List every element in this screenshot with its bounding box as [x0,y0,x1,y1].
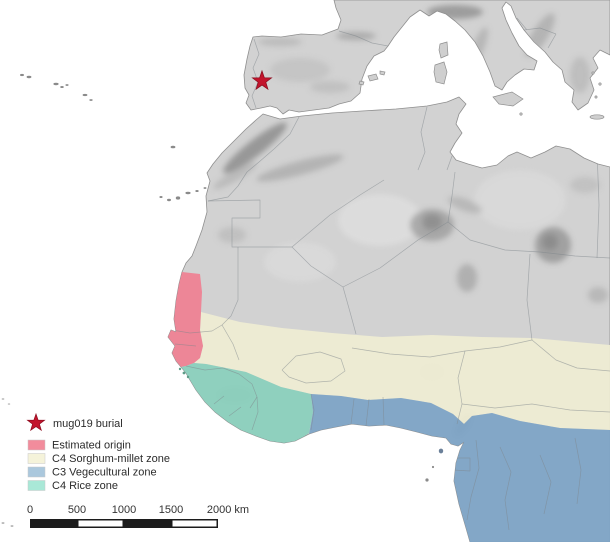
legend-label-sorghum-millet: C4 Sorghum-millet zone [52,453,170,465]
island-canaries [175,196,181,200]
zone-sorghum-millet [194,312,610,430]
island-menorca [379,70,386,76]
island-azores [60,86,64,88]
mediterranean-islands [358,41,605,120]
island-malta [519,112,523,116]
island-canaries [185,191,191,195]
islet [186,375,190,379]
zone-vegecultural [309,394,610,542]
scale-tick-1500: 1500 [159,504,183,516]
scale-bar-track [30,519,218,528]
island-azores [65,84,69,86]
legend-label-burial: mug019 burial [53,418,123,430]
island-azores [26,75,32,79]
legend-swatch-rice [27,480,46,491]
island-cyclades [598,82,602,86]
island-azores [20,73,24,77]
island-canaries [167,198,171,202]
island-cape-verde [7,403,11,405]
island-corsica [438,41,449,59]
island-azores [53,82,59,86]
island-cape-verde [1,398,5,400]
island-speck [10,525,14,527]
island-sardinia [433,61,448,85]
island-canaries [195,190,199,192]
islet [178,367,182,371]
zone-estimated-origin [168,272,203,367]
legend-swatch-estimated-origin [27,439,46,451]
scale-tick-1000: 1000 [112,504,136,516]
island-madeira [170,145,176,149]
island-principe [431,465,435,469]
island-mallorca [367,73,379,82]
island-crete [589,114,605,120]
legend-swatch-sorghum-millet [27,453,46,464]
island-canaries [159,196,163,198]
atlantic-islands [1,73,435,527]
scale-tick-0: 0 [27,504,33,516]
scale-bar: 0 500 1000 1500 2000 km [27,504,249,528]
scale-tick-500: 500 [68,504,86,516]
scale-tick-2000km: 2000 km [207,504,249,516]
zone-layer [168,272,610,542]
zone-rice [181,363,313,443]
legend-label-rice: C4 Rice zone [52,480,118,492]
scale-bar-segment-light [172,520,217,527]
islet [182,371,186,375]
legend-label-vegecultural: C3 Vegecultural zone [52,467,157,479]
island-sao-tome [425,478,429,482]
island-sicily [492,91,524,107]
legend: mug019 burial Estimated origin C4 Sorghu… [26,413,170,492]
island-bioko [438,448,444,454]
island-ibiza [358,80,365,86]
coastal-islets [178,367,444,454]
scale-bar-segment-light [78,520,123,527]
legend-swatch-vegecultural [27,466,46,478]
island-cyclades [594,95,598,99]
island-speck [1,522,5,524]
island-azores [82,93,88,97]
island-azores [89,99,93,101]
island-cyclades [591,71,595,75]
island-canaries [203,187,207,189]
legend-label-estimated-origin: Estimated origin [52,440,131,452]
